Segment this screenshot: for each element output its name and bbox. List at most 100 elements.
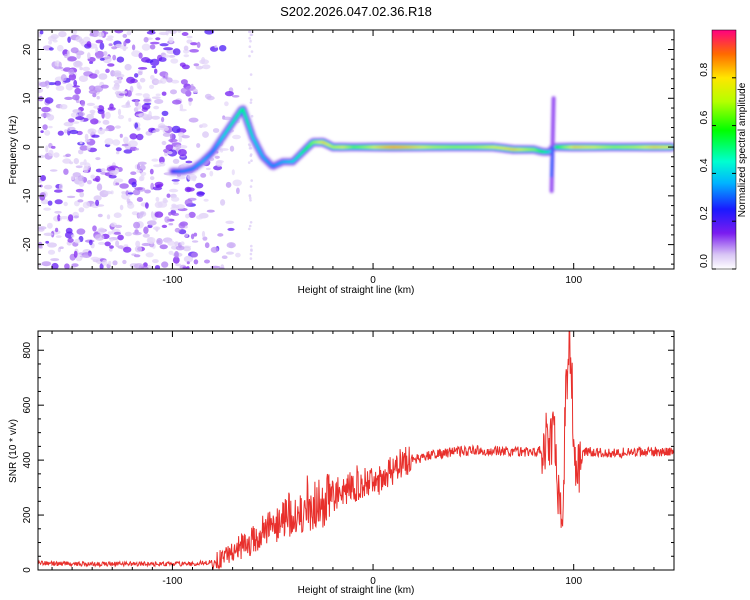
noise-blob	[184, 199, 193, 206]
noise-blob	[183, 45, 189, 51]
spectrogram-ridge	[167, 96, 674, 193]
noise-blob	[149, 84, 155, 89]
y-tick-label: -10	[22, 188, 33, 203]
noise-blob	[195, 65, 203, 70]
noise-blob	[133, 263, 144, 269]
ridge-segment	[248, 127, 252, 134]
noise-blob	[154, 201, 163, 209]
noise-blob	[188, 97, 193, 102]
noise-blob	[55, 85, 65, 91]
snr-x-ticks: -100 0 100	[51, 331, 675, 587]
noise-blob	[63, 168, 69, 175]
noise-blob	[59, 216, 70, 220]
noise-blob	[118, 93, 125, 96]
noise-blob	[108, 260, 112, 266]
noise-blob	[172, 99, 182, 105]
noise-blob	[248, 227, 251, 231]
noise-blob	[125, 190, 129, 196]
noise-blob	[153, 226, 161, 231]
noise-blob	[114, 224, 123, 229]
chart-title: S202.2026.047.02.36.R18	[280, 4, 432, 19]
noise-blob	[137, 161, 147, 165]
noise-blob	[39, 184, 43, 188]
noise-blob	[65, 227, 73, 234]
noise-blob	[171, 125, 181, 134]
noise-blob	[219, 148, 229, 151]
noise-blob	[73, 250, 78, 258]
noise-blob	[79, 66, 83, 71]
noise-blob	[177, 149, 187, 156]
noise-blob	[93, 195, 102, 201]
noise-blob	[112, 260, 118, 266]
noise-blob	[249, 252, 253, 256]
noise-blob	[249, 185, 253, 188]
noise-blob	[59, 104, 68, 110]
noise-blob	[74, 238, 81, 244]
noise-blob	[63, 201, 68, 207]
noise-blob	[64, 129, 68, 134]
noise-blob	[64, 263, 70, 269]
noise-blob	[94, 69, 100, 75]
noise-blob	[127, 192, 134, 195]
noise-blob	[54, 80, 62, 86]
noise-blob	[168, 250, 174, 255]
noise-blob	[111, 46, 118, 50]
noise-blob	[90, 118, 99, 125]
noise-blob	[140, 266, 149, 269]
noise-blob	[121, 104, 132, 109]
noise-blob	[170, 58, 179, 64]
noise-blob	[115, 147, 122, 152]
y-tick-label: 200	[22, 506, 33, 523]
noise-blob	[186, 261, 190, 265]
noise-blob	[84, 133, 89, 141]
noise-blob	[154, 211, 164, 218]
noise-blob	[105, 68, 110, 74]
noise-blob	[250, 114, 254, 118]
noise-blob	[72, 121, 80, 124]
noise-blob	[112, 139, 121, 146]
noise-blob	[123, 246, 132, 253]
noise-blob	[134, 99, 139, 107]
noise-blob	[47, 200, 53, 206]
noise-blob	[171, 179, 180, 182]
x-tick-label: -100	[162, 275, 182, 286]
noise-blob	[45, 240, 50, 244]
noise-blob	[66, 50, 70, 57]
noise-blob	[180, 79, 188, 85]
noise-blob	[202, 131, 209, 138]
noise-blob	[137, 67, 148, 70]
noise-blob	[93, 105, 100, 109]
noise-blob	[69, 161, 74, 165]
noise-blob	[93, 85, 104, 93]
noise-blob	[192, 88, 198, 94]
noise-blob	[146, 237, 154, 244]
noise-blob	[144, 189, 152, 194]
noise-blob	[79, 145, 89, 151]
noise-blob	[55, 227, 59, 233]
noise-blob	[227, 227, 235, 231]
noise-blob	[216, 160, 224, 164]
noise-blob	[156, 238, 163, 245]
noise-blob	[92, 93, 97, 98]
noise-blob	[119, 46, 129, 50]
noise-blob	[104, 128, 109, 132]
noise-blob	[113, 231, 121, 235]
noise-blob	[190, 233, 195, 240]
noise-blob	[78, 75, 88, 82]
noise-blob	[248, 224, 252, 228]
noise-blob	[224, 101, 229, 107]
noise-blob	[123, 244, 129, 248]
noise-blob	[178, 222, 186, 229]
noise-blob	[86, 102, 95, 106]
noise-blob	[141, 242, 151, 247]
noise-blob	[53, 66, 64, 70]
noise-blob	[161, 140, 167, 146]
noise-blob	[106, 214, 111, 220]
noise-blob	[79, 161, 85, 166]
noise-blob	[174, 227, 181, 233]
noise-blob	[142, 233, 150, 238]
colorbar-tick-label: 0.0	[699, 254, 710, 268]
noise-blob	[151, 115, 160, 120]
noise-blob	[225, 181, 232, 188]
noise-blob	[201, 230, 206, 238]
